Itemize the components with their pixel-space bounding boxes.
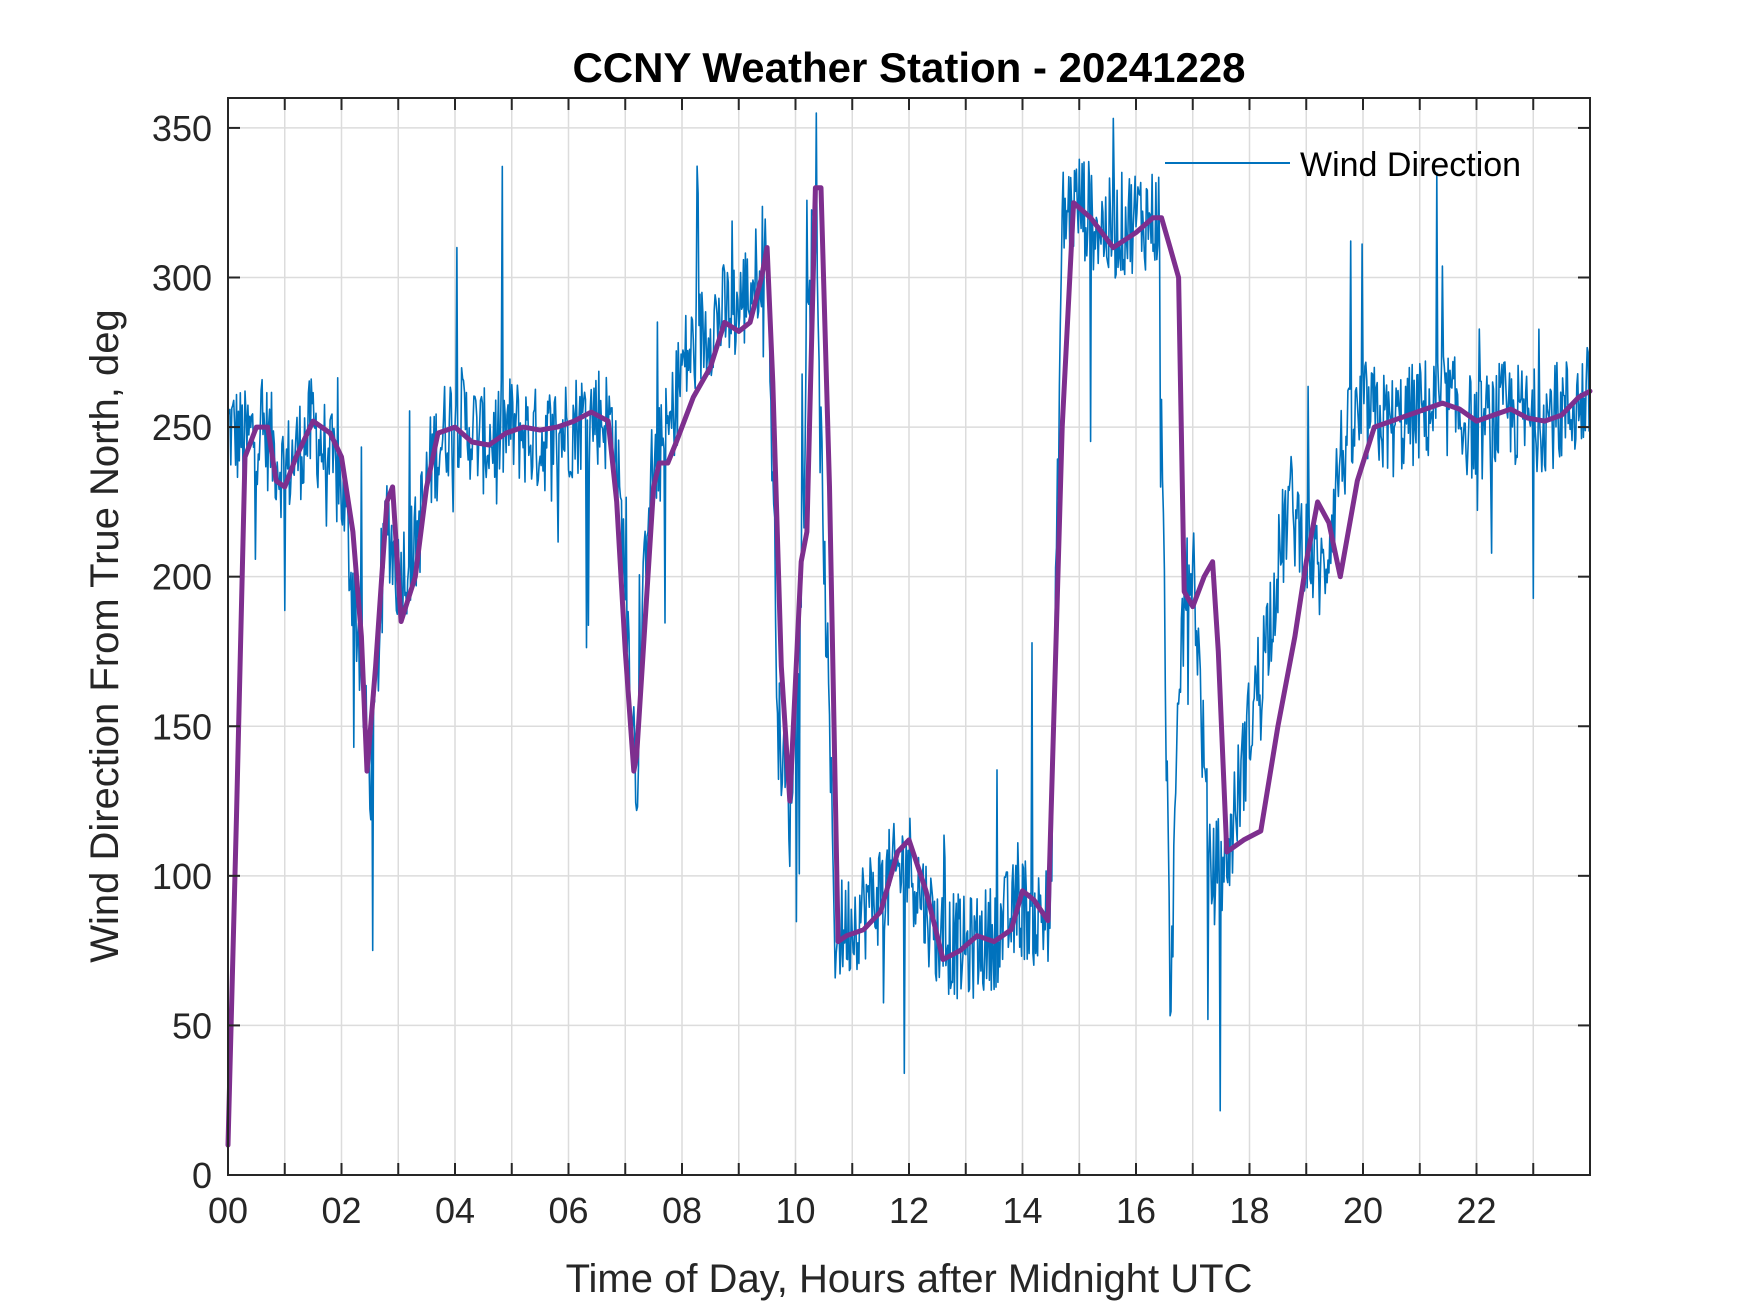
y-tick-label: 150 [152,706,212,747]
legend: Wind Direction [1165,146,1521,184]
y-tick-label: 250 [152,407,212,448]
y-tick-label: 0 [192,1155,212,1196]
x-tick-label: 20 [1343,1190,1383,1231]
x-tick-label: 14 [1002,1190,1042,1231]
x-tick-label: 18 [1229,1190,1269,1231]
x-tick-label: 16 [1116,1190,1156,1231]
x-tick-label: 08 [662,1190,702,1231]
chart-title: CCNY Weather Station - 20241228 [572,44,1245,91]
y-tick-label: 200 [152,557,212,598]
x-tick-label: 04 [435,1190,475,1231]
y-axis-label: Wind Direction From True North, deg [83,309,127,963]
x-tick-label: 02 [321,1190,361,1231]
x-tick-labels: 00 02 04 06 08 10 12 14 16 18 20 22 [208,1190,1497,1231]
x-tick-label: 22 [1456,1190,1496,1231]
axis-ticks [227,98,1591,1176]
legend-label: Wind Direction [1300,146,1521,184]
y-tick-label: 100 [152,856,212,897]
x-tick-label: 00 [208,1190,248,1231]
x-tick-label: 12 [889,1190,929,1231]
y-tick-labels: 0 50 100 150 200 250 300 350 [152,108,212,1196]
x-tick-label: 10 [775,1190,815,1231]
x-axis-label: Time of Day, Hours after Midnight UTC [566,1257,1253,1301]
smoothed-series [225,185,1593,1148]
y-tick-label: 50 [172,1005,212,1046]
x-tick-label: 06 [548,1190,588,1231]
smoothed-direction-line [225,185,1593,1148]
y-tick-label: 300 [152,258,212,299]
y-tick-label: 350 [152,108,212,149]
